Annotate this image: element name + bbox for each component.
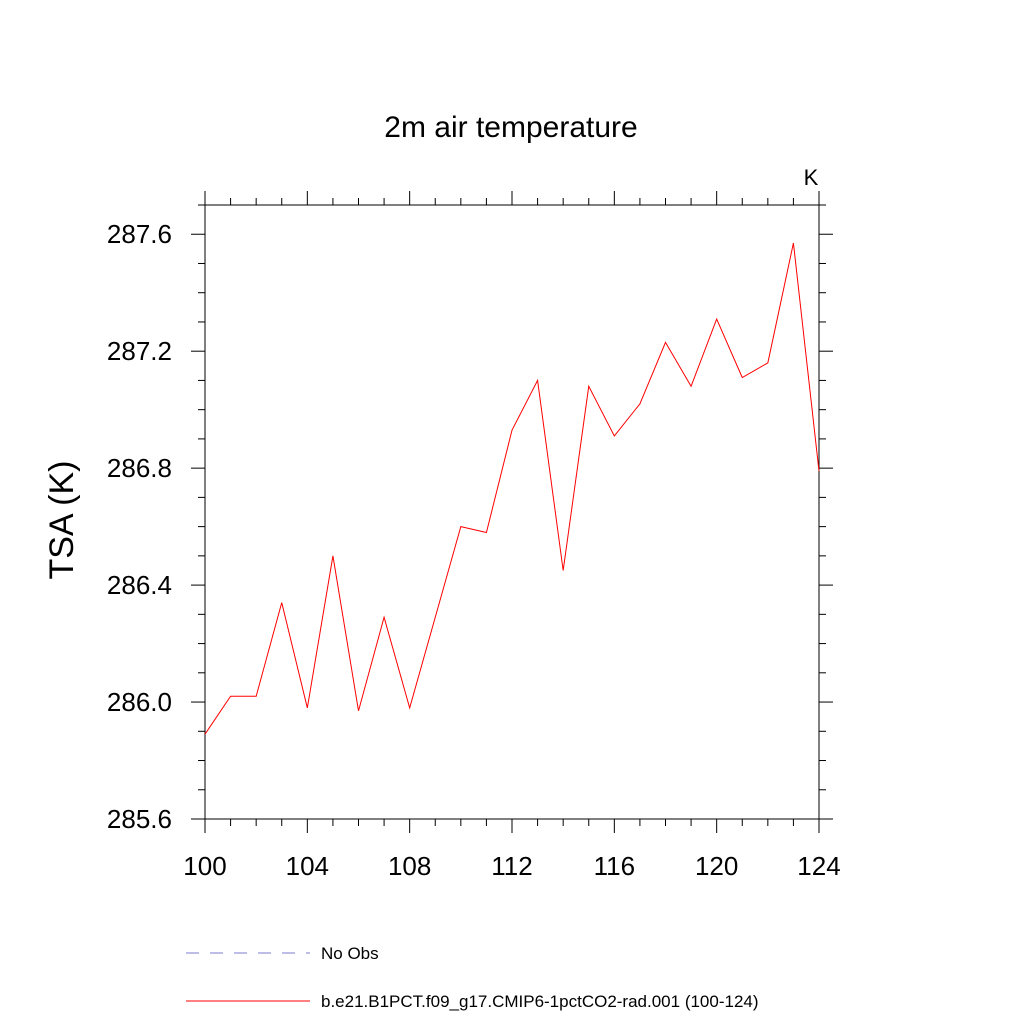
legend-label-model: b.e21.B1PCT.f09_g17.CMIP6-1pctCO2-rad.00… xyxy=(321,992,759,1011)
y-tick-label: 287.2 xyxy=(107,336,172,366)
series-line xyxy=(204,242,820,735)
ticks-layer: 100 104 108 112 116 120 124 285.6 286.0 286.4 286.… xyxy=(107,191,841,881)
x-tick-label: 124 xyxy=(797,851,840,881)
y-tick-label: 285.6 xyxy=(107,804,172,834)
y-tick-label: 286.8 xyxy=(107,453,172,483)
x-tick-label: 108 xyxy=(388,851,431,881)
y-tick-label: 286.4 xyxy=(107,570,172,600)
series-layer xyxy=(204,242,820,735)
y-axis-label: TSA (K) xyxy=(43,460,81,579)
x-tick-label: 120 xyxy=(695,851,738,881)
x-tick-label: 104 xyxy=(286,851,329,881)
y-tick-label: 286.0 xyxy=(107,687,172,717)
x-tick-label: 116 xyxy=(594,851,635,881)
legend: No Obs b.e21.B1PCT.f09_g17.CMIP6-1pctCO2… xyxy=(186,944,759,1011)
x-tick-label: 100 xyxy=(183,851,226,881)
x-tick-label: 112 xyxy=(491,851,532,881)
units-label: K xyxy=(804,165,819,190)
plot-frame xyxy=(204,204,820,820)
chart-title: 2m air temperature xyxy=(384,111,637,144)
legend-label-no-obs: No Obs xyxy=(321,944,379,963)
y-tick-label: 287.6 xyxy=(107,219,172,249)
